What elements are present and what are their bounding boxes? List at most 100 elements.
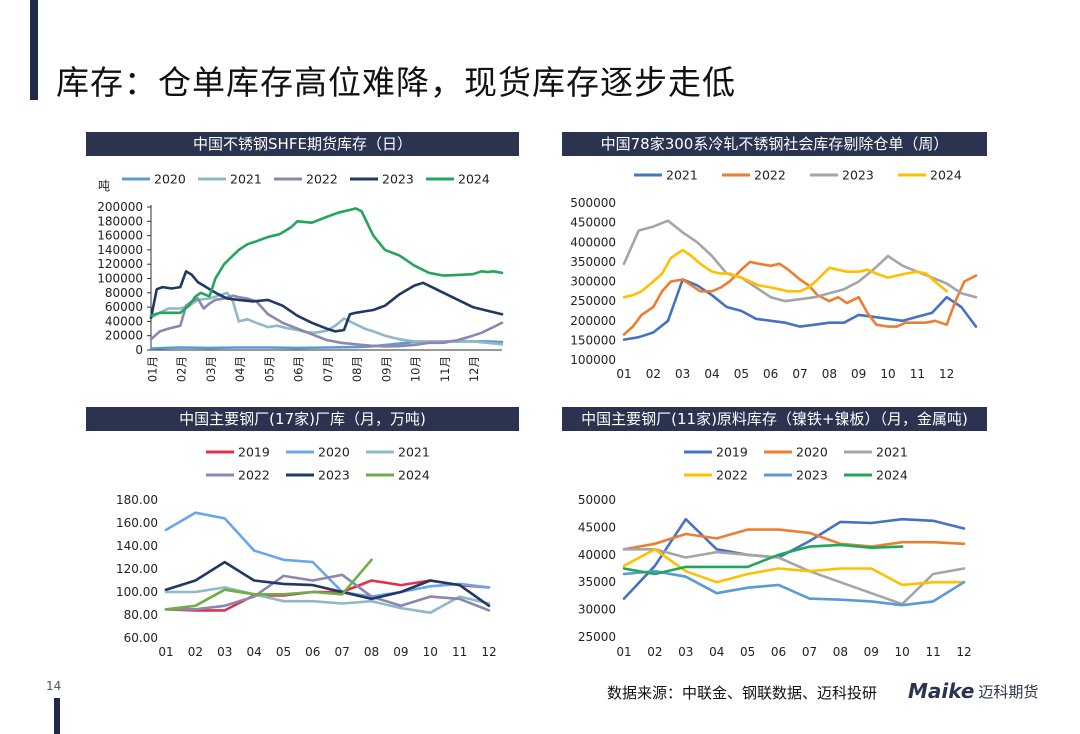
y-tick-label: 0	[135, 343, 143, 357]
legend-label-2024: 2024	[398, 468, 430, 483]
x-tick-label: 09	[851, 367, 866, 381]
x-tick-label: 11	[925, 645, 940, 659]
chart-2-svg: 100000 150000 200000 250000 300000 350000 4000…	[570, 168, 978, 381]
chart-1-svg: 0200004000060000800001000001200001400001…	[97, 172, 504, 382]
y-tick-label: 40000	[105, 314, 143, 328]
x-tick-label: 09月	[379, 356, 393, 382]
legend-label-2021: 2021	[398, 445, 430, 460]
y-tick-label: 80.00	[124, 608, 158, 622]
x-tick-label: 01月	[145, 356, 159, 382]
x-tick-label: 09	[393, 645, 408, 659]
series-line-2021	[622, 278, 978, 341]
y-tick-label: 30000	[578, 603, 616, 617]
legend-label-2020: 2020	[154, 172, 186, 187]
x-tick-label: 02	[646, 367, 661, 381]
y-tick-label: 120000	[97, 257, 143, 271]
y-tick-label: 20000	[105, 329, 143, 343]
legend-label-2024: 2024	[930, 168, 962, 183]
legend-label-2022: 2022	[754, 168, 786, 183]
y-tick-label: 450000	[570, 216, 616, 230]
legend-label-2023: 2023	[796, 468, 828, 483]
chart-4-svg: 25000 30000 35000 40000 45000 50000 01 02 03 04 05…	[578, 445, 972, 660]
series-line-2023	[164, 560, 491, 608]
x-tick-label: 11月	[438, 356, 452, 382]
y-tick-label: 150000	[570, 333, 616, 347]
x-tick-label: 10月	[409, 356, 423, 382]
y-unit-label: 吨	[98, 179, 110, 193]
y-tick-label: 50000	[578, 493, 616, 507]
page-title: 库存：仓单库存高位难降，现货库存逐步走低	[56, 63, 736, 102]
logo-text-cn: 迈科期货	[978, 682, 1039, 701]
y-tick-label: 140.00	[116, 539, 158, 553]
x-tick-label: 10	[895, 645, 910, 659]
y-tick-label: 500000	[570, 196, 616, 210]
legend-label-2019: 2019	[238, 445, 270, 460]
x-tick-label: 02	[188, 645, 203, 659]
series-line-2023	[622, 569, 966, 607]
series-line-2020	[164, 511, 491, 598]
y-tick-label: 160000	[97, 229, 143, 243]
x-tick-label: 07	[792, 367, 807, 381]
x-tick-label: 03月	[204, 356, 218, 382]
x-tick-label: 04月	[233, 356, 247, 382]
series-line-2024	[622, 248, 949, 299]
legend-label-2024: 2024	[458, 172, 490, 187]
page-number: 14	[46, 679, 62, 693]
series-line-2023	[622, 219, 978, 303]
x-tick-label: 07月	[321, 356, 335, 382]
y-tick-label: 200000	[570, 314, 616, 328]
brand-logo: Maike 迈科期货	[908, 678, 1038, 704]
legend-label-2021: 2021	[230, 172, 262, 187]
x-tick-label: 03	[217, 645, 232, 659]
chart-3-svg: 60.00 80.00 100.00 120.00 140.00 160.00 180.00…	[116, 445, 497, 660]
y-tick-label: 400000	[570, 235, 616, 249]
x-tick-label: 11	[910, 367, 925, 381]
x-tick-label: 06	[305, 645, 320, 659]
y-tick-label: 60000	[105, 300, 143, 314]
legend-label-2021: 2021	[666, 168, 698, 183]
series-line-2020	[622, 528, 966, 551]
x-tick-label: 11	[452, 645, 467, 659]
legend-label-2020: 2020	[318, 445, 350, 460]
x-tick-label: 06月	[292, 356, 306, 382]
legend-label-2023: 2023	[842, 168, 874, 183]
y-tick-label: 180000	[97, 214, 143, 228]
x-tick-label: 05	[734, 367, 749, 381]
x-tick-label: 08	[833, 645, 848, 659]
y-tick-label: 250000	[570, 294, 616, 308]
y-tick-label: 100000	[570, 353, 616, 367]
x-tick-label: 04	[709, 645, 724, 659]
legend-label-2019: 2019	[716, 445, 748, 460]
footer-accent-bar	[54, 698, 60, 734]
x-tick-label: 03	[675, 367, 690, 381]
y-tick-label: 25000	[578, 630, 616, 644]
x-tick-label: 05月	[262, 356, 276, 382]
x-tick-label: 08	[822, 367, 837, 381]
legend-label-2022: 2022	[716, 468, 748, 483]
logo-text-en: Maike	[908, 679, 975, 703]
series-line-2021	[149, 291, 504, 346]
y-tick-label: 100000	[97, 272, 143, 286]
chart-4-title: 中国主要钢厂(11家)原料库存（镍铁+镍板）（月，金属吨)	[562, 407, 987, 431]
chart-2-title: 中国78家300系冷轧不锈钢社会库存剔除仓单（周）	[562, 132, 987, 156]
series-line-2023	[149, 270, 504, 333]
y-tick-label: 160.00	[116, 516, 158, 530]
chart-3-title: 中国主要钢厂(17家)厂库（月，万吨)	[86, 407, 519, 431]
legend-label-2021: 2021	[876, 445, 908, 460]
legend-label-2022: 2022	[238, 468, 270, 483]
x-tick-label: 07	[335, 645, 350, 659]
y-tick-label: 40000	[578, 548, 616, 562]
x-tick-label: 05	[276, 645, 291, 659]
legend-label-2023: 2023	[382, 172, 414, 187]
legend-label-2022: 2022	[306, 172, 338, 187]
y-tick-label: 120.00	[116, 562, 158, 576]
legend-label-2020: 2020	[796, 445, 828, 460]
x-tick-label: 05	[740, 645, 755, 659]
series-line-2024	[164, 558, 373, 611]
x-tick-label: 02	[647, 645, 662, 659]
x-tick-label: 07	[802, 645, 817, 659]
legend-label-2023: 2023	[318, 468, 350, 483]
x-tick-label: 01	[616, 367, 631, 381]
y-tick-label: 300000	[570, 275, 616, 289]
x-tick-label: 04	[704, 367, 719, 381]
